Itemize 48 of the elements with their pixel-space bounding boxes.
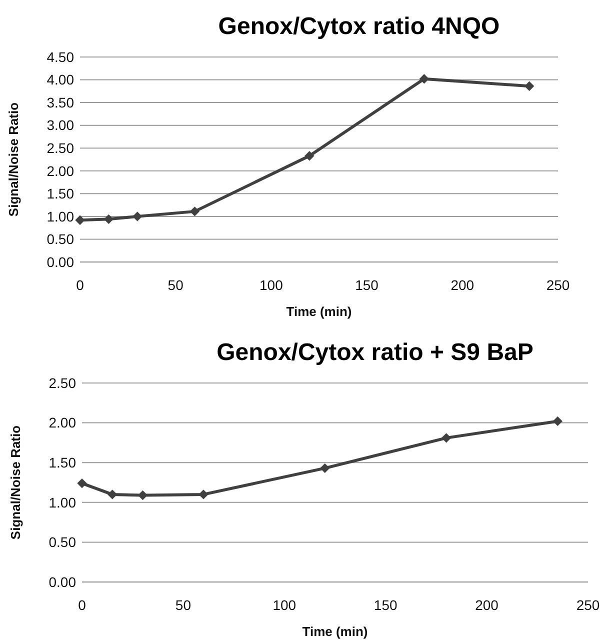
- x-tick-label: 0: [76, 277, 84, 293]
- y-tick-label: 3.50: [46, 94, 74, 110]
- y-tick-label: 0.00: [46, 254, 74, 270]
- x-tick-label: 200: [450, 277, 474, 293]
- y-tick-label: 3.00: [46, 117, 74, 134]
- x-tick-label: 100: [272, 597, 296, 613]
- y-tick-label: 1.50: [46, 186, 74, 202]
- point: [441, 433, 452, 443]
- x-tick-label: 200: [475, 597, 499, 613]
- point: [132, 212, 142, 222]
- y-tick-label: 0.00: [48, 574, 76, 590]
- chart-title: Genox/Cytox ratio 4NQO: [218, 13, 500, 40]
- x-axis-title: Time (min): [286, 304, 352, 319]
- point: [104, 214, 114, 224]
- point: [108, 490, 118, 500]
- x-tick-label: 150: [374, 597, 398, 613]
- point: [304, 151, 314, 161]
- point: [419, 74, 430, 84]
- point: [198, 490, 208, 500]
- point: [552, 416, 562, 426]
- x-axis-title: Time (min): [302, 624, 368, 639]
- y-tick-label: 2.50: [46, 140, 74, 156]
- x-tick-label: 150: [355, 277, 379, 293]
- y-tick-label: 1.50: [48, 454, 76, 470]
- x-tick-label: 250: [576, 597, 600, 613]
- y-tick-label: 0.50: [48, 534, 76, 550]
- y-tick-label: 4.00: [46, 72, 74, 88]
- point: [524, 81, 534, 92]
- point: [75, 215, 85, 225]
- x-tick-label: 50: [175, 597, 192, 613]
- y-tick-label: 4.50: [46, 48, 74, 65]
- y-axis-title: Signal/Noise Ratio: [6, 102, 21, 217]
- point: [77, 478, 87, 488]
- x-tick-label: 250: [546, 277, 570, 293]
- y-tick-label: 1.00: [46, 208, 74, 224]
- y-axis-title: Signal/Noise Ratio: [8, 425, 23, 540]
- y-tick-label: 1.00: [48, 494, 76, 510]
- point: [138, 490, 148, 500]
- y-tick-label: 2.00: [46, 162, 74, 179]
- y-tick-label: 2.00: [48, 414, 76, 431]
- x-tick-label: 0: [78, 597, 86, 613]
- chart-title: Genox/Cytox ratio + S9 BaP: [216, 339, 534, 366]
- y-tick-label: 0.50: [46, 231, 74, 248]
- y-tick-label: 2.50: [48, 374, 76, 391]
- x-tick-label: 50: [168, 277, 184, 293]
- point: [190, 206, 200, 216]
- x-tick-label: 100: [260, 277, 284, 293]
- point: [320, 463, 330, 474]
